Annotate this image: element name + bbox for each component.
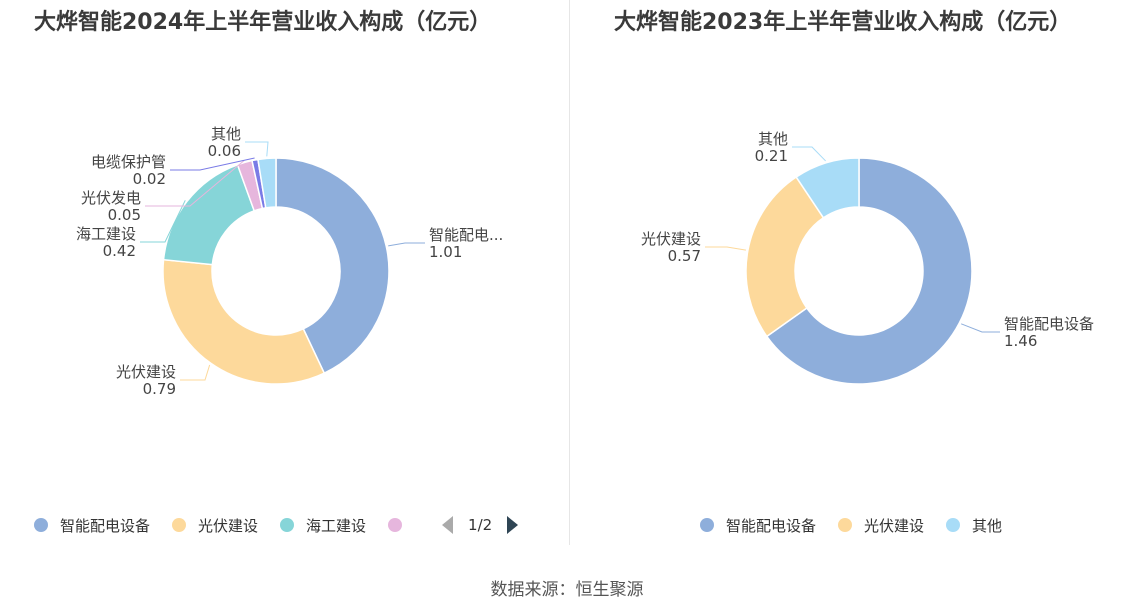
legend-label: 智能配电设备: [60, 516, 151, 535]
panel-divider: [569, 0, 570, 545]
legend-dot: [700, 518, 714, 532]
slice-value-0: 1.01: [429, 243, 462, 261]
legend-item-pv-construction[interactable]: 光伏建设: [838, 515, 924, 536]
slice-label-3: 光伏发电: [81, 189, 141, 207]
chart-panel-2023: 大烨智能2023年上半年营业收入构成（亿元） 智能配电设备 1.46 光伏建设 0.5…: [572, 0, 1134, 545]
legend-dot: [34, 518, 48, 532]
pie-slice-0[interactable]: [765, 157, 973, 385]
leader-line-2: [140, 200, 186, 243]
pie-slice-5[interactable]: [257, 157, 277, 209]
pie-slice-1[interactable]: [162, 258, 326, 385]
slice-label-5: 其他: [211, 125, 241, 143]
chart-title-2023: 大烨智能2023年上半年营业收入构成（亿元）: [614, 10, 1072, 35]
legend-2023: 智能配电设备 光伏建设 其他: [700, 512, 1024, 538]
leader-line-2: [792, 146, 826, 162]
leader-line-4: [170, 157, 255, 171]
legend-label: 光伏建设: [864, 516, 925, 535]
slice-value-1: 0.79: [143, 380, 176, 398]
slice-value-3: 0.05: [108, 206, 141, 224]
slice-value-5: 0.06: [208, 142, 241, 160]
slice-value-2: 0.21: [755, 147, 788, 165]
leader-line-1: [705, 246, 746, 251]
leader-line-5: [245, 141, 269, 157]
legend-label: 智能配电设备: [726, 516, 817, 535]
slice-value-1: 0.57: [668, 247, 701, 265]
leader-line-1: [180, 364, 211, 381]
leader-line-0: [960, 323, 1000, 333]
slice-label-2: 海工建设: [76, 225, 136, 243]
legend-item-other[interactable]: 其他: [946, 515, 1002, 536]
legend-item-pv-power[interactable]: [388, 518, 414, 532]
legend-label: 光伏建设: [198, 516, 259, 535]
pager-prev-icon[interactable]: [442, 516, 454, 534]
legend-item-smart-distribution[interactable]: 智能配电设备: [700, 515, 816, 536]
pie-slice-2[interactable]: [162, 163, 256, 266]
legend-dot: [838, 518, 853, 532]
slice-value-0: 1.46: [1004, 332, 1037, 350]
pie-slice-1[interactable]: [745, 176, 825, 338]
chart-panel-2024: 大烨智能2024年上半年营业收入构成（亿元） 智能配电... 1.01 光伏建设 0.…: [0, 0, 568, 545]
pie-slice-2[interactable]: [795, 157, 860, 219]
legend-label: 其他: [972, 516, 1003, 535]
legend-dot: [280, 518, 295, 532]
slice-label-1: 光伏建设: [116, 363, 176, 381]
leader-line-0: [388, 242, 425, 247]
leader-line-3: [145, 160, 245, 207]
legend-dot: [388, 518, 403, 532]
pager-next-icon[interactable]: [507, 516, 519, 534]
legend-2024: 智能配电设备 光伏建设 海工建设 1/2: [34, 512, 519, 538]
slice-label-0: 智能配电设备: [1004, 315, 1094, 333]
slice-value-4: 0.02: [133, 170, 166, 188]
legend-dot: [172, 518, 187, 532]
data-source: 数据来源：恒生聚源: [490, 580, 644, 600]
legend-item-marine-construction[interactable]: 海工建设: [280, 515, 366, 536]
slice-label-1: 光伏建设: [641, 230, 701, 248]
legend-item-pv-construction[interactable]: 光伏建设: [172, 515, 258, 536]
pager-text: 1/2: [468, 516, 493, 534]
slice-value-2: 0.42: [103, 242, 136, 260]
legend-label: 海工建设: [306, 516, 367, 535]
slice-label-4: 电缆保护管: [91, 153, 166, 171]
pie-slice-0[interactable]: [275, 157, 390, 375]
chart-title-2024: 大烨智能2024年上半年营业收入构成（亿元）: [34, 10, 492, 35]
slice-label-2: 其他: [758, 130, 788, 148]
legend-dot: [946, 518, 961, 532]
legend-item-smart-distribution[interactable]: 智能配电设备: [34, 515, 150, 536]
legend-pager: 1/2: [442, 516, 519, 534]
slice-label-0: 智能配电...: [429, 226, 503, 244]
